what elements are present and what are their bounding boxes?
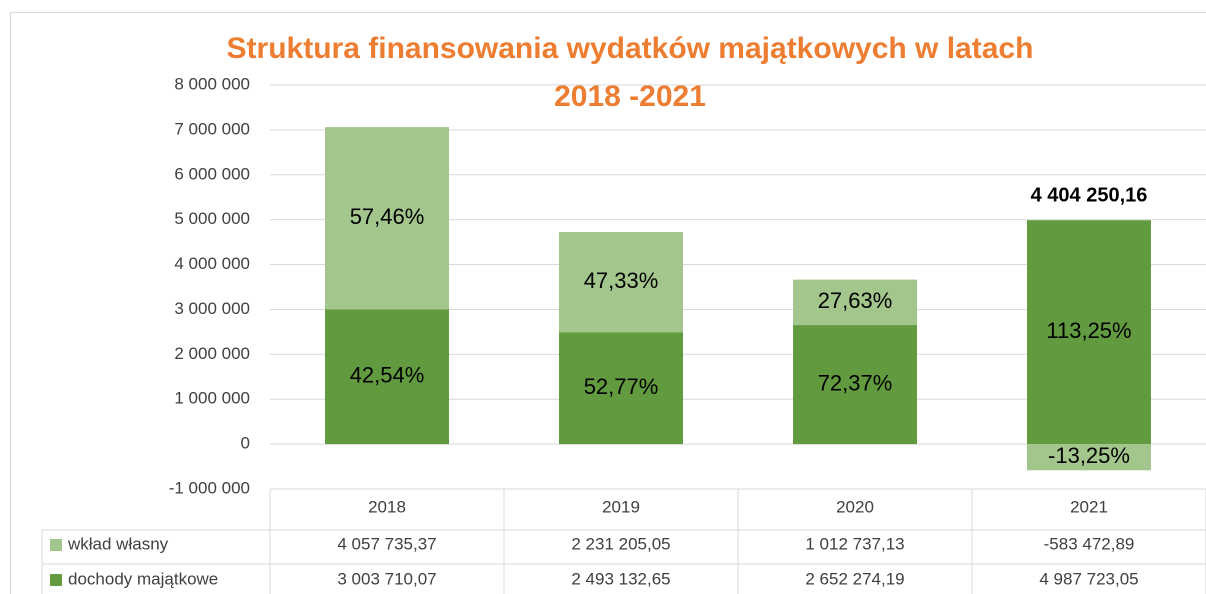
legend-label: dochody majątkowe bbox=[68, 569, 218, 588]
bar-segment bbox=[793, 279, 917, 326]
x-tick-label: 2020 bbox=[836, 497, 874, 516]
x-tick-label: 2018 bbox=[368, 497, 406, 516]
y-tick-label: 6 000 000 bbox=[174, 164, 250, 183]
chart-frame bbox=[10, 12, 1206, 594]
x-tick-label: 2019 bbox=[602, 497, 640, 516]
table-cell: 2 231 205,05 bbox=[571, 534, 670, 553]
y-tick-label: 8 000 000 bbox=[174, 74, 250, 93]
share-label: 47,33% bbox=[584, 268, 659, 293]
bar-segment bbox=[1027, 220, 1151, 445]
total-annotation: 4 404 250,16 bbox=[1031, 184, 1148, 206]
table-cell: 2 652 274,19 bbox=[805, 569, 904, 588]
y-tick-label: -1 000 000 bbox=[169, 478, 250, 497]
bar-segment bbox=[793, 325, 917, 445]
legend-swatch bbox=[50, 574, 62, 586]
table-cell: 3 003 710,07 bbox=[337, 569, 436, 588]
table-cell: -583 472,89 bbox=[1044, 534, 1135, 553]
share-label: 57,46% bbox=[350, 204, 425, 229]
share-label: 113,25% bbox=[1046, 318, 1131, 343]
share-label: -13,25% bbox=[1048, 443, 1130, 468]
y-tick-label: 1 000 000 bbox=[174, 389, 250, 408]
y-tick-label: 0 bbox=[241, 434, 250, 453]
legend-label: wkład własny bbox=[67, 534, 169, 553]
share-label: 52,77% bbox=[584, 374, 659, 399]
y-tick-label: 2 000 000 bbox=[174, 344, 250, 363]
bar-segment bbox=[1027, 444, 1151, 471]
y-tick-label: 7 000 000 bbox=[174, 119, 250, 138]
y-tick-label: 5 000 000 bbox=[174, 209, 250, 228]
bar-segment bbox=[325, 309, 449, 445]
bar-segment bbox=[559, 332, 683, 445]
table-cell: 2 493 132,65 bbox=[571, 569, 670, 588]
legend-swatch bbox=[50, 539, 62, 551]
share-label: 42,54% bbox=[350, 363, 425, 388]
x-tick-label: 2021 bbox=[1070, 497, 1108, 516]
bar-segment bbox=[559, 232, 683, 333]
chart-title: Struktura finansowania wydatków majątkow… bbox=[227, 32, 1034, 65]
table-cell: 1 012 737,13 bbox=[805, 534, 904, 553]
share-label: 27,63% bbox=[818, 288, 893, 313]
table-cell: 4 057 735,37 bbox=[337, 534, 436, 553]
y-tick-label: 4 000 000 bbox=[174, 254, 250, 273]
table-cell: 4 987 723,05 bbox=[1039, 569, 1138, 588]
share-label: 72,37% bbox=[818, 370, 893, 395]
bar-segment bbox=[325, 127, 449, 310]
y-tick-label: 3 000 000 bbox=[174, 299, 250, 318]
